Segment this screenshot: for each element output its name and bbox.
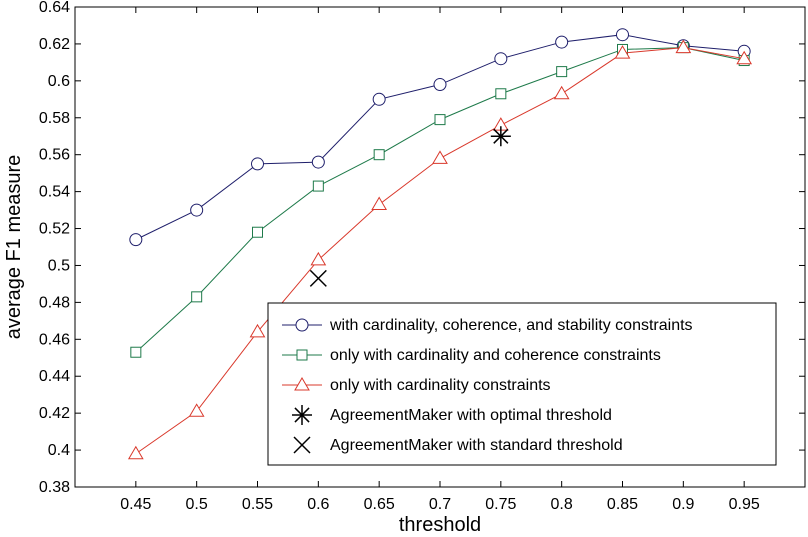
- data-point: [373, 149, 385, 161]
- legend-item: AgreementMaker with optimal threshold: [292, 405, 612, 425]
- legend-label: AgreementMaker with standard threshold: [330, 437, 623, 454]
- y-tick-label: 0.52: [39, 221, 70, 238]
- x-tick-label: 0.65: [364, 496, 395, 513]
- y-tick-label: 0.44: [39, 368, 70, 385]
- x-tick-label: 0.95: [729, 496, 760, 513]
- data-point: [129, 233, 143, 247]
- y-tick-label: 0.62: [39, 36, 70, 53]
- legend-label: only with cardinality and coherence cons…: [330, 347, 661, 364]
- data-point: [310, 251, 327, 266]
- series-3: [127, 39, 753, 460]
- legend-marker: [295, 318, 309, 332]
- data-point: [311, 155, 325, 169]
- data-point: [249, 323, 266, 338]
- y-tick-label: 0.48: [39, 294, 70, 311]
- legend-marker: [293, 436, 311, 454]
- x-tick-label: 0.45: [120, 496, 151, 513]
- legend-marker: [292, 405, 312, 425]
- y-axis-title: average F1 measure: [3, 155, 25, 340]
- legend-box: [267, 302, 777, 466]
- x-tick-label: 0.75: [485, 496, 516, 513]
- y-tick-label: 0.5: [48, 257, 70, 274]
- y-tick-label: 0.46: [39, 331, 70, 348]
- x-tick-label: 0.9: [672, 496, 694, 513]
- data-point: [433, 78, 447, 92]
- data-point: [372, 92, 386, 106]
- data-point: [434, 114, 446, 126]
- data-point: [556, 66, 568, 78]
- x-tick-label: 0.5: [186, 496, 208, 513]
- data-point: [616, 28, 629, 42]
- data-point: [736, 50, 753, 65]
- data-point: [130, 346, 142, 358]
- y-axis: 0.38 0.4 0.42 0.44 0.46 0.48 0.5 0.52 0.54 0.56 0.…: [39, 0, 805, 496]
- legend-item: only with cardinality constraints: [282, 377, 551, 394]
- x-tick-label: 0.85: [607, 496, 638, 513]
- legend-item: AgreementMaker with standard threshold: [293, 436, 623, 454]
- reference-point: [490, 126, 511, 147]
- data-point: [614, 45, 631, 59]
- data-point: [555, 35, 569, 49]
- legend-marker: [294, 377, 310, 391]
- y-tick-label: 0.6: [48, 73, 70, 90]
- series-layer: [127, 28, 753, 460]
- x-tick-label: 0.7: [429, 496, 451, 513]
- data-point: [312, 180, 324, 192]
- y-tick-label: 0.54: [39, 184, 70, 201]
- data-point: [553, 85, 570, 100]
- x-axis: 0.45 0.5 0.55 0.6 0.65 0.7 0.75 0.8 0.85 0.9 0.95: [120, 7, 760, 513]
- x-tick-label: 0.6: [307, 496, 329, 513]
- y-tick-label: 0.42: [39, 405, 70, 422]
- legend-label: AgreementMaker with optimal threshold: [330, 407, 612, 424]
- y-tick-label: 0.38: [39, 479, 70, 496]
- data-point: [675, 39, 692, 54]
- data-point: [188, 403, 205, 417]
- reference-points: [309, 126, 511, 287]
- legend-item: with cardinality, coherence, and stabili…: [282, 317, 693, 334]
- data-point: [494, 52, 508, 66]
- data-point: [190, 203, 204, 217]
- series-1: [129, 28, 751, 247]
- x-tick-label: 0.8: [551, 496, 573, 513]
- legend: with cardinality, coherence, and stabili…: [267, 302, 777, 466]
- y-tick-label: 0.56: [39, 147, 70, 164]
- x-axis-title: threshold: [399, 514, 481, 536]
- y-tick-label: 0.58: [39, 110, 70, 127]
- y-tick-label: 0.4: [48, 442, 70, 459]
- legend-label: only with cardinality constraints: [330, 377, 551, 394]
- data-point: [191, 291, 203, 303]
- legend-item: only with cardinality and coherence cons…: [282, 347, 661, 364]
- data-point: [371, 196, 388, 211]
- legend-label: with cardinality, coherence, and stabili…: [329, 317, 693, 334]
- data-point: [495, 88, 507, 100]
- data-point: [127, 445, 144, 460]
- data-point: [432, 150, 448, 164]
- x-tick-label: 0.55: [242, 496, 273, 513]
- legend-marker: [296, 349, 308, 361]
- y-tick-label: 0.64: [39, 0, 70, 16]
- data-point: [252, 226, 263, 238]
- reference-point: [309, 269, 327, 287]
- data-point: [251, 157, 264, 171]
